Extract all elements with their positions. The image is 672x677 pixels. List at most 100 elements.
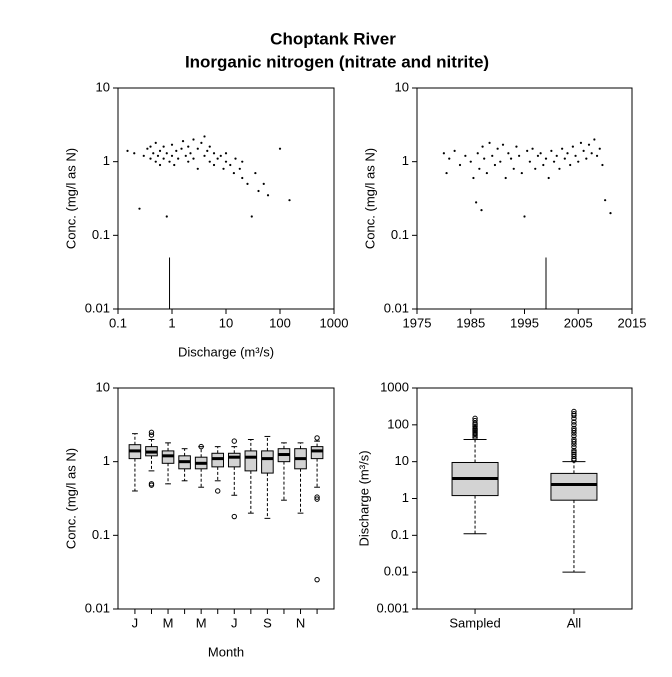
- x-tick-label: S: [263, 615, 272, 630]
- point: [520, 171, 523, 175]
- point: [595, 154, 599, 157]
- plot-frame: [416, 387, 633, 610]
- point: [488, 141, 491, 144]
- point: [162, 145, 165, 148]
- outlier: [231, 513, 237, 520]
- x-axis-title: Month: [208, 644, 244, 659]
- chart-subtitle: Inorganic nitrogen (nitrate and nitrite): [185, 52, 489, 71]
- point: [579, 141, 583, 144]
- x-tick-label: 10: [219, 315, 233, 330]
- point: [528, 160, 531, 163]
- point: [501, 143, 505, 146]
- y-tick-label: 1: [103, 453, 110, 468]
- point: [224, 160, 228, 163]
- y-tick-label: 1000: [380, 379, 409, 394]
- point: [582, 149, 585, 153]
- outlier: [198, 443, 204, 450]
- point: [257, 189, 260, 193]
- point: [170, 154, 174, 157]
- point: [246, 182, 249, 185]
- point: [170, 143, 174, 146]
- point: [241, 160, 244, 163]
- x-tick-label: 2015: [618, 315, 647, 330]
- point: [156, 154, 160, 157]
- point: [154, 160, 157, 163]
- y-tick-label: 100: [387, 416, 409, 431]
- y-axis-title: Conc. (mg/l as N): [63, 448, 78, 549]
- point: [539, 152, 542, 155]
- point: [154, 141, 157, 144]
- point: [168, 160, 171, 163]
- point: [464, 154, 467, 157]
- point: [142, 154, 145, 157]
- point: [504, 176, 507, 180]
- y-tick-label: 1: [402, 153, 409, 168]
- point: [177, 157, 180, 160]
- point: [152, 152, 155, 155]
- point: [577, 160, 580, 163]
- outlier: [571, 422, 577, 428]
- point: [458, 163, 462, 167]
- point: [448, 157, 451, 160]
- point: [593, 138, 596, 141]
- point: [480, 209, 483, 212]
- outlier: [571, 408, 577, 415]
- point: [442, 152, 445, 155]
- outlier: [571, 447, 577, 454]
- point: [569, 163, 572, 167]
- outlier: [314, 496, 320, 502]
- point: [491, 154, 494, 157]
- outlier: [571, 438, 577, 445]
- point: [598, 147, 601, 150]
- outlier: [148, 482, 155, 488]
- point: [229, 163, 232, 167]
- outlier: [472, 425, 478, 432]
- point: [472, 176, 475, 180]
- point: [175, 149, 178, 153]
- outlier: [571, 419, 577, 425]
- point: [534, 167, 537, 170]
- outlier: [571, 449, 577, 455]
- point: [216, 157, 219, 160]
- point: [241, 176, 244, 180]
- point: [126, 149, 129, 153]
- outlier: [314, 576, 320, 583]
- point: [558, 167, 561, 170]
- point: [571, 145, 574, 148]
- outlier: [314, 494, 320, 500]
- point: [146, 147, 149, 150]
- point: [219, 154, 222, 157]
- x-tick-label: 1995: [510, 315, 539, 330]
- x-tick-label: N: [296, 615, 305, 630]
- point: [149, 145, 152, 148]
- point: [536, 154, 540, 157]
- outlier: [148, 429, 155, 436]
- x-tick-label: 1985: [456, 315, 485, 330]
- point: [604, 199, 607, 202]
- point: [196, 147, 199, 150]
- outlier: [571, 433, 577, 439]
- point: [478, 167, 481, 170]
- y-tick-label: 0.01: [85, 600, 110, 615]
- x-tick-label: 100: [269, 315, 291, 330]
- point: [509, 157, 513, 160]
- point: [200, 141, 203, 144]
- y-tick-label: 10: [96, 79, 110, 94]
- point: [531, 147, 534, 150]
- point: [485, 171, 488, 175]
- outlier: [472, 415, 478, 422]
- x-tick-label: All: [567, 615, 582, 630]
- point: [206, 149, 209, 153]
- point: [499, 160, 502, 163]
- point: [212, 163, 216, 167]
- box: [550, 472, 598, 501]
- point: [192, 157, 195, 160]
- point: [590, 152, 593, 155]
- point: [496, 147, 499, 150]
- y-tick-label: 0.001: [376, 600, 409, 615]
- point: [158, 163, 162, 167]
- plot-frame: [117, 87, 335, 310]
- outlier: [571, 451, 577, 457]
